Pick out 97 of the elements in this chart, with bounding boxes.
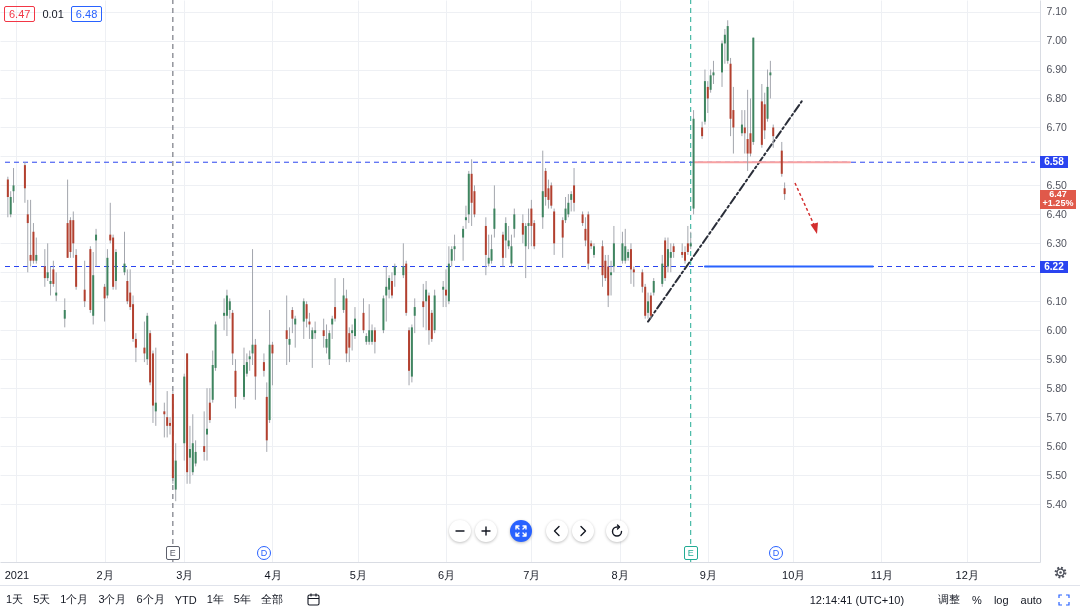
text: 1天 (6, 592, 24, 607)
candlestick (166, 390, 169, 438)
candlestick (373, 326, 376, 354)
y-tick-label: 6.30 (1046, 236, 1068, 249)
x-tick-label: 9月 (699, 568, 717, 581)
text: log (993, 593, 1009, 606)
y-tick-label: 6.70 (1046, 120, 1068, 133)
text: +1.25% (1041, 198, 1075, 209)
candlestick (453, 234, 456, 262)
candlestick (322, 318, 325, 349)
candlestick (564, 196, 567, 224)
candlestick (490, 234, 493, 265)
y-tick-label: 6.00 (1046, 323, 1068, 336)
text: auto (1020, 593, 1042, 606)
candlestick (83, 260, 86, 308)
candlestick (527, 208, 530, 250)
text: 5天 (33, 592, 51, 607)
y-tick-label: 6.90 (1046, 63, 1068, 76)
x-tick-label: 2月 (96, 568, 114, 581)
candlestick (49, 266, 52, 296)
candlestick (385, 266, 388, 323)
candlestick (780, 141, 783, 178)
ref-line-label: 6.22 (1040, 260, 1068, 273)
candlestick (422, 283, 425, 328)
text: 调整 (938, 592, 961, 607)
y-tick-label: 5.60 (1046, 439, 1068, 452)
annotation: D (769, 546, 783, 560)
annotation: 6.47 (4, 6, 36, 22)
candlestick (550, 182, 553, 210)
y-tick-label: 6.50 (1046, 178, 1068, 191)
candlestick (225, 289, 228, 337)
text: YTD (174, 593, 197, 606)
candlestick (772, 124, 775, 149)
annotation: 6.48 (70, 6, 103, 22)
x-tick-label: 7月 (523, 568, 541, 581)
text: 全部 (260, 592, 283, 607)
y-tick-label: 6.40 (1046, 207, 1068, 220)
y-tick-label: 5.90 (1046, 352, 1068, 365)
candlestick (669, 242, 672, 273)
candlestick (206, 387, 209, 462)
candlestick (746, 89, 749, 172)
candlestick (573, 167, 576, 212)
x-tick-label: 2021 (4, 568, 30, 581)
y-tick-label: 7.10 (1046, 5, 1068, 18)
candlestick (6, 176, 9, 218)
x-tick-label: 12月 (955, 568, 979, 581)
y-tick-label: 5.80 (1046, 381, 1068, 394)
candlestick (402, 242, 405, 279)
candlestick (362, 297, 365, 334)
candlestick (163, 402, 166, 438)
text: 1年 (206, 592, 224, 607)
text: % (972, 593, 982, 606)
text: 6个月 (136, 592, 165, 607)
candlestick (624, 228, 627, 265)
ref-line-label: 6.58 (1040, 156, 1068, 169)
x-tick-label: 6月 (437, 568, 456, 581)
x-tick-label: 10月 (782, 568, 806, 581)
y-tick-label: 5.40 (1046, 497, 1068, 510)
candlestick (288, 326, 291, 363)
text: 12:14:41 (UTC+10) (809, 593, 905, 606)
text: 1个月 (60, 592, 89, 607)
y-tick-label: 5.70 (1046, 410, 1068, 423)
candlestick (530, 199, 533, 247)
y-tick-label: 6.10 (1046, 294, 1068, 307)
text: 6.47 (1049, 188, 1068, 200)
candlestick (493, 184, 496, 239)
candlestick (271, 341, 274, 386)
y-tick-label: 7.00 (1046, 34, 1068, 47)
candlestick (592, 242, 595, 259)
candlestick (607, 254, 610, 308)
x-tick-label: 5月 (349, 568, 367, 581)
candlestick (629, 242, 632, 285)
candlestick (262, 352, 265, 378)
candlestick (621, 231, 624, 265)
annotation: E (683, 546, 698, 560)
x-tick-label: 4月 (264, 568, 282, 581)
annotation: D (257, 546, 271, 560)
x-tick-label: 11月 (870, 568, 894, 581)
candlestick (627, 248, 630, 262)
candlestick (35, 237, 38, 265)
x-tick-label: 8月 (611, 568, 629, 581)
annotation: 0.01 (41, 7, 65, 21)
candlestick (302, 297, 305, 340)
text: 5年 (233, 592, 251, 607)
candlestick (251, 248, 254, 366)
candlestick (63, 297, 66, 328)
y-tick-label: 6.80 (1046, 91, 1068, 104)
x-tick-label: 3月 (176, 568, 194, 581)
candlestick (368, 303, 371, 346)
candlestick (285, 294, 288, 366)
candlestick (126, 268, 129, 305)
candlestick (243, 347, 246, 401)
candlestick (513, 208, 516, 239)
text: 3个月 (98, 592, 127, 607)
y-tick-label: 5.50 (1046, 468, 1068, 481)
annotation: E (165, 546, 180, 560)
candlestick (291, 306, 294, 334)
